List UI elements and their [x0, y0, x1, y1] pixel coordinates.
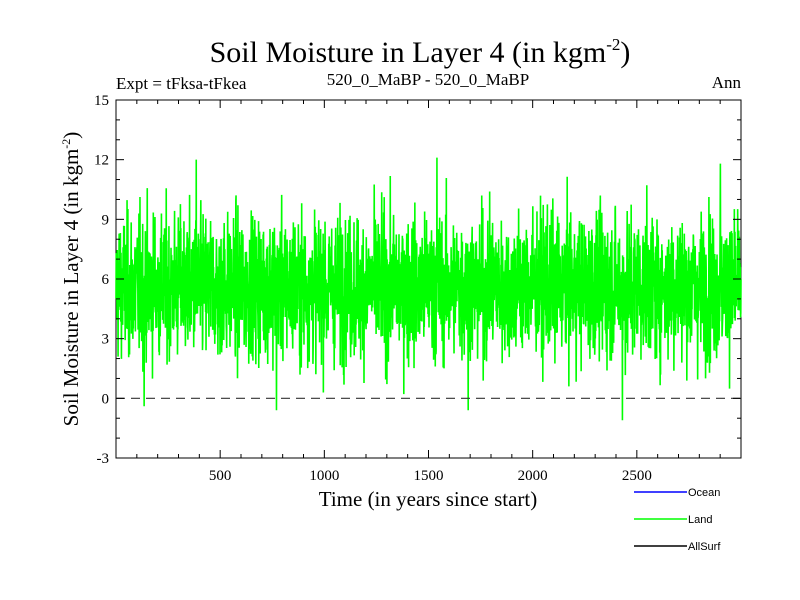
legend-label-land: Land	[688, 514, 712, 526]
y-tick-label: -3	[97, 451, 110, 467]
axis-ticks	[116, 99, 741, 459]
x-tick-label: 1000	[309, 468, 339, 484]
x-axis-label: Time (in years since start)	[319, 487, 538, 511]
chart-title: Soil Moisture in Layer 4 (in kgm-2)	[210, 35, 631, 69]
season-label: Ann	[712, 73, 742, 92]
y-tick-label: 15	[94, 93, 109, 109]
legend-label-allsurf: AllSurf	[688, 541, 721, 553]
y-tick-labels: -3 0 3 6 9 12 15	[94, 93, 110, 467]
y-axis-label: Soil Moisture in Layer 4 (in kgm-2)	[59, 132, 83, 427]
x-tick-label: 2500	[622, 468, 652, 484]
series-group	[115, 157, 742, 421]
legend-label-ocean: Ocean	[688, 487, 720, 499]
period-label: 520_0_MaBP - 520_0_MaBP	[327, 70, 529, 89]
y-tick-label: 3	[102, 332, 110, 348]
legend: Ocean Land AllSurf	[634, 487, 721, 553]
y-tick-label: 6	[102, 272, 110, 288]
x-tick-label: 2000	[518, 468, 548, 484]
x-tick-label: 500	[209, 468, 232, 484]
series-line-land	[115, 157, 742, 421]
y-tick-label: 12	[94, 153, 109, 169]
y-tick-label: 0	[102, 391, 110, 407]
y-tick-label: 9	[102, 212, 110, 228]
experiment-label: Expt = tFksa-tFkea	[116, 74, 247, 93]
x-tick-labels: 500 1000 1500 2000 2500	[209, 468, 652, 484]
x-tick-label: 1500	[414, 468, 444, 484]
